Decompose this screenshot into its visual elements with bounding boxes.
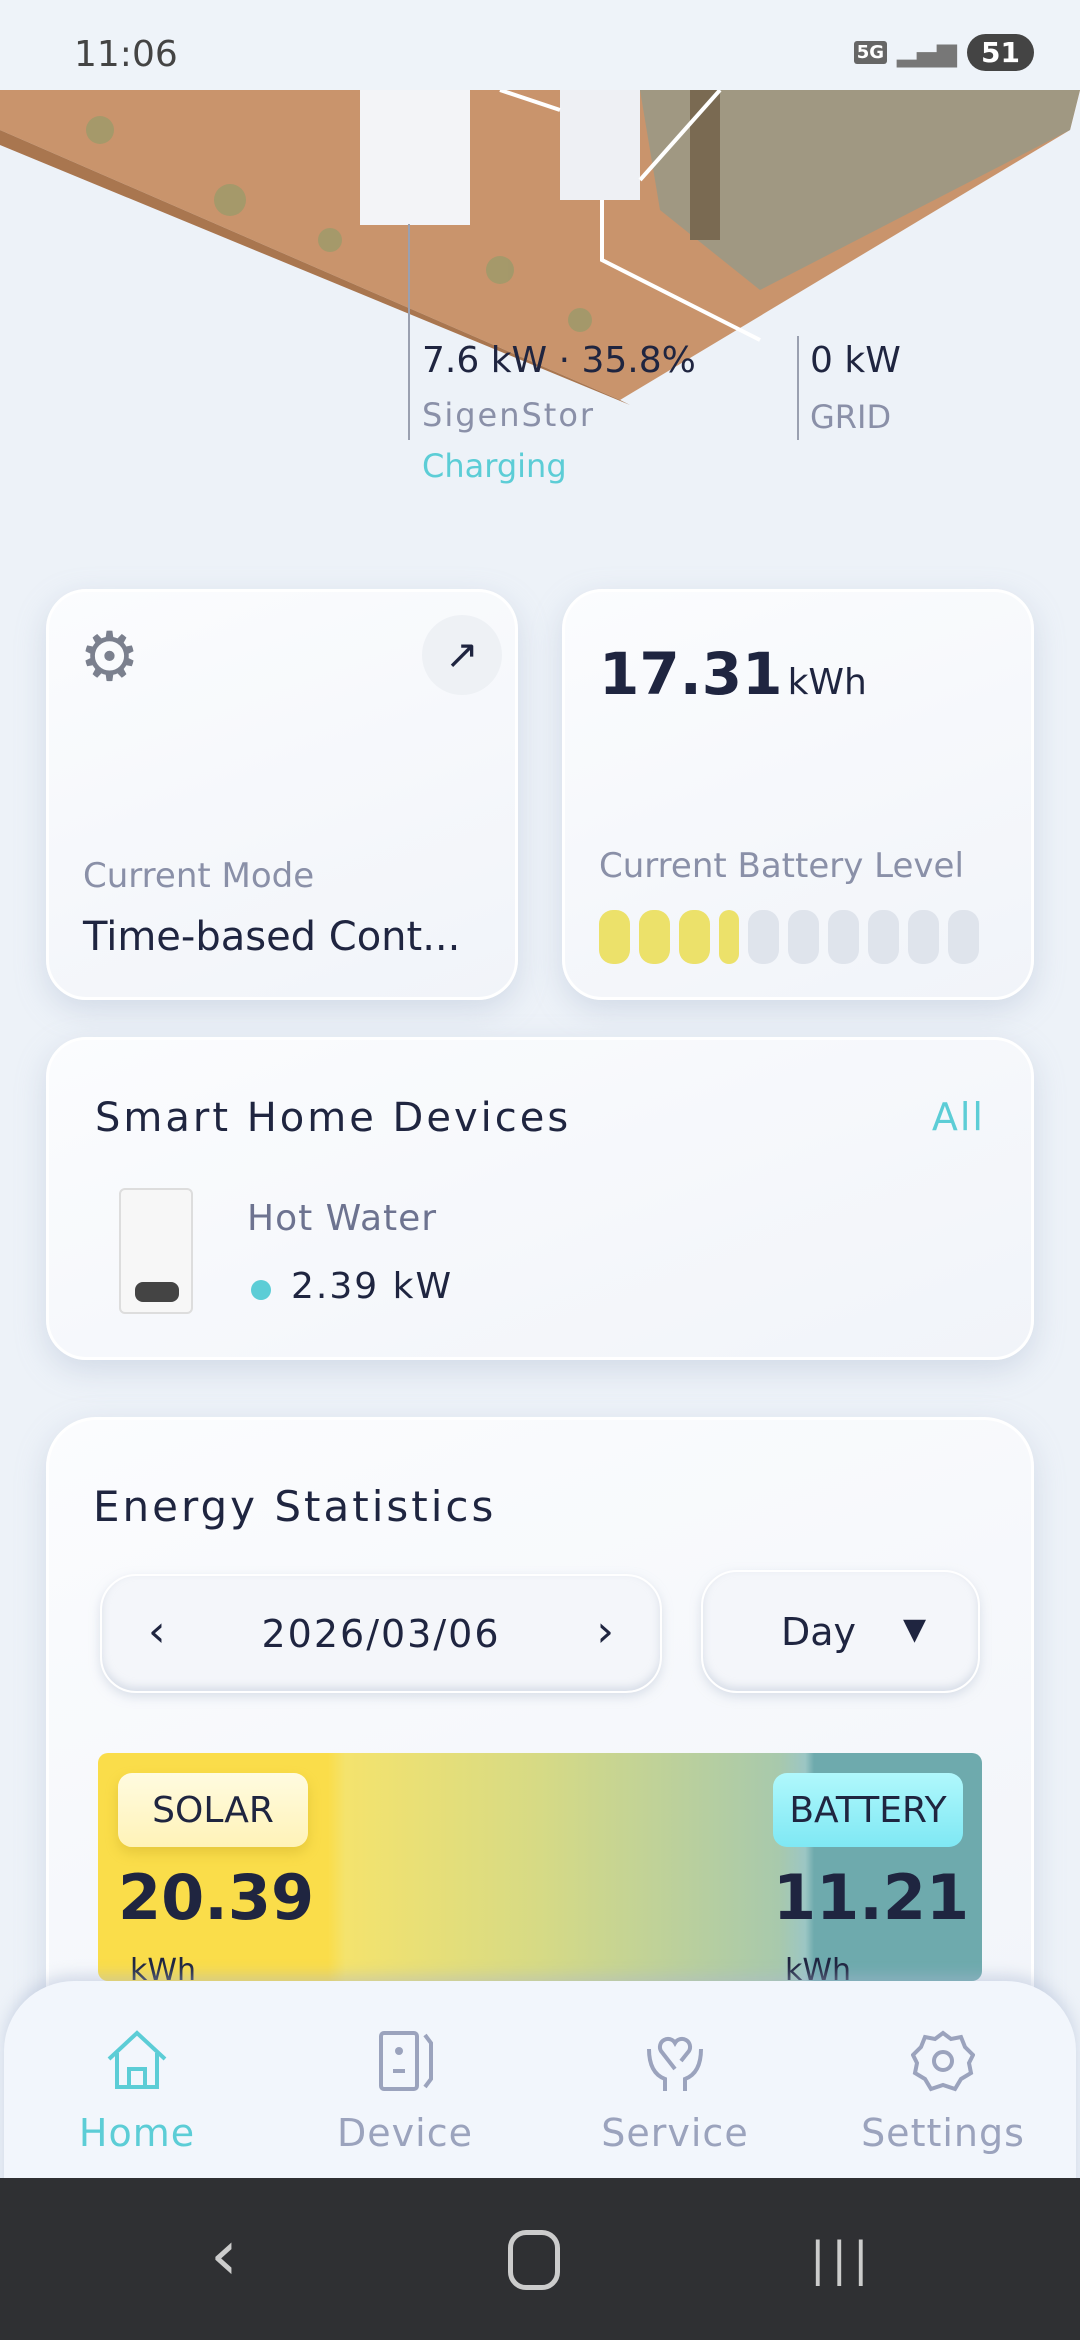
battery-segment bbox=[639, 910, 670, 964]
energy-flow-summary: SOLAR 20.39 kWh BATTERY 11.21 kWh bbox=[98, 1753, 982, 1981]
grid-power: 0 kW bbox=[810, 340, 901, 381]
home-icon bbox=[107, 2030, 167, 2089]
device-power: 2.39 kW bbox=[291, 1266, 454, 1307]
next-date-button[interactable]: › bbox=[596, 1606, 614, 1657]
back-button[interactable]: ‹ bbox=[210, 2214, 238, 2296]
nav-settings[interactable]: Settings bbox=[828, 2029, 1058, 2155]
status-bar: 11:06 5G ▂▄▆ 51 bbox=[0, 0, 1080, 90]
current-mode-label: Current Mode bbox=[83, 856, 315, 896]
device-icon bbox=[379, 2031, 433, 2091]
smart-home-title: Smart Home Devices bbox=[95, 1095, 572, 1141]
current-mode-value: Time-based Cont... bbox=[83, 914, 461, 960]
battery-segment bbox=[948, 910, 979, 964]
battery-segment bbox=[599, 910, 630, 964]
arrow-up-right-icon: ↗ bbox=[445, 632, 479, 678]
battery-level-card[interactable]: 17.31 kWh Current Battery Level bbox=[562, 589, 1034, 1000]
period-value: Day bbox=[781, 1610, 857, 1654]
sigenstor-label: SigenStor bbox=[422, 396, 596, 434]
current-mode-card[interactable]: ⚙ ↗ Current Mode Time-based Cont... bbox=[46, 589, 518, 1000]
caret-down-icon: ▼ bbox=[903, 1612, 927, 1647]
sigenstor-status: Charging bbox=[422, 447, 567, 485]
battery-level-bars bbox=[599, 910, 979, 964]
sigenstor-power: 7.6 kW · 35.8% bbox=[422, 340, 696, 381]
system-navigation-bar: ‹ ||| bbox=[0, 2178, 1080, 2340]
battery-level-label: Current Battery Level bbox=[599, 846, 964, 886]
solar-unit: kWh bbox=[130, 1953, 197, 1981]
nav-device[interactable]: Device bbox=[290, 2029, 520, 2155]
battery-segment bbox=[828, 910, 859, 964]
battery-energy-unit: kWh bbox=[787, 662, 867, 703]
date-value[interactable]: 2026/03/06 bbox=[261, 1612, 501, 1656]
prev-date-button[interactable]: ‹ bbox=[148, 1606, 166, 1657]
battery-segment bbox=[719, 910, 739, 964]
gear-icon: ⚙ bbox=[79, 618, 140, 697]
energy-title: Energy Statistics bbox=[93, 1482, 497, 1531]
open-mode-button[interactable]: ↗ bbox=[422, 615, 502, 695]
house-scene-image bbox=[0, 90, 1080, 405]
battery-segment bbox=[748, 910, 779, 964]
battery-unit: kWh bbox=[785, 1953, 852, 1981]
status-dot bbox=[251, 1280, 271, 1300]
sigenstor-connector bbox=[408, 224, 410, 440]
clock: 11:06 bbox=[74, 34, 178, 75]
battery-segment bbox=[679, 910, 710, 964]
battery-tag: BATTERY bbox=[773, 1773, 963, 1847]
period-dropdown[interactable]: Day ▼ bbox=[701, 1570, 980, 1693]
battery-energy-value: 17.31 bbox=[599, 640, 783, 708]
recents-button[interactable]: ||| bbox=[810, 2232, 875, 2286]
grid-connector bbox=[797, 336, 799, 440]
smart-home-card: Smart Home Devices All Hot Water 2.39 kW bbox=[46, 1037, 1034, 1360]
battery-segment bbox=[908, 910, 939, 964]
battery-segment bbox=[868, 910, 899, 964]
service-icon bbox=[647, 2036, 703, 2091]
solar-value: 20.39 bbox=[118, 1861, 315, 1934]
solar-tag: SOLAR bbox=[118, 1773, 308, 1847]
battery-indicator: 51 bbox=[967, 34, 1034, 71]
battery-value: 11.21 bbox=[773, 1861, 970, 1934]
home-button[interactable] bbox=[508, 2230, 560, 2290]
bottom-navigation: Home Device Service Settings bbox=[4, 1981, 1076, 2211]
all-devices-link[interactable]: All bbox=[931, 1095, 985, 1139]
network-icon: 5G bbox=[853, 41, 888, 64]
settings-icon bbox=[910, 2030, 976, 2092]
grid-label: GRID bbox=[810, 398, 892, 436]
signal-icon: ▂▄▆ bbox=[897, 37, 958, 68]
water-heater-image bbox=[119, 1188, 193, 1314]
nav-service[interactable]: Service bbox=[560, 2029, 790, 2155]
battery-segment bbox=[788, 910, 819, 964]
nav-home[interactable]: Home bbox=[22, 2029, 252, 2155]
device-name[interactable]: Hot Water bbox=[247, 1198, 438, 1239]
date-selector: ‹ 2026/03/06 › bbox=[100, 1574, 662, 1693]
